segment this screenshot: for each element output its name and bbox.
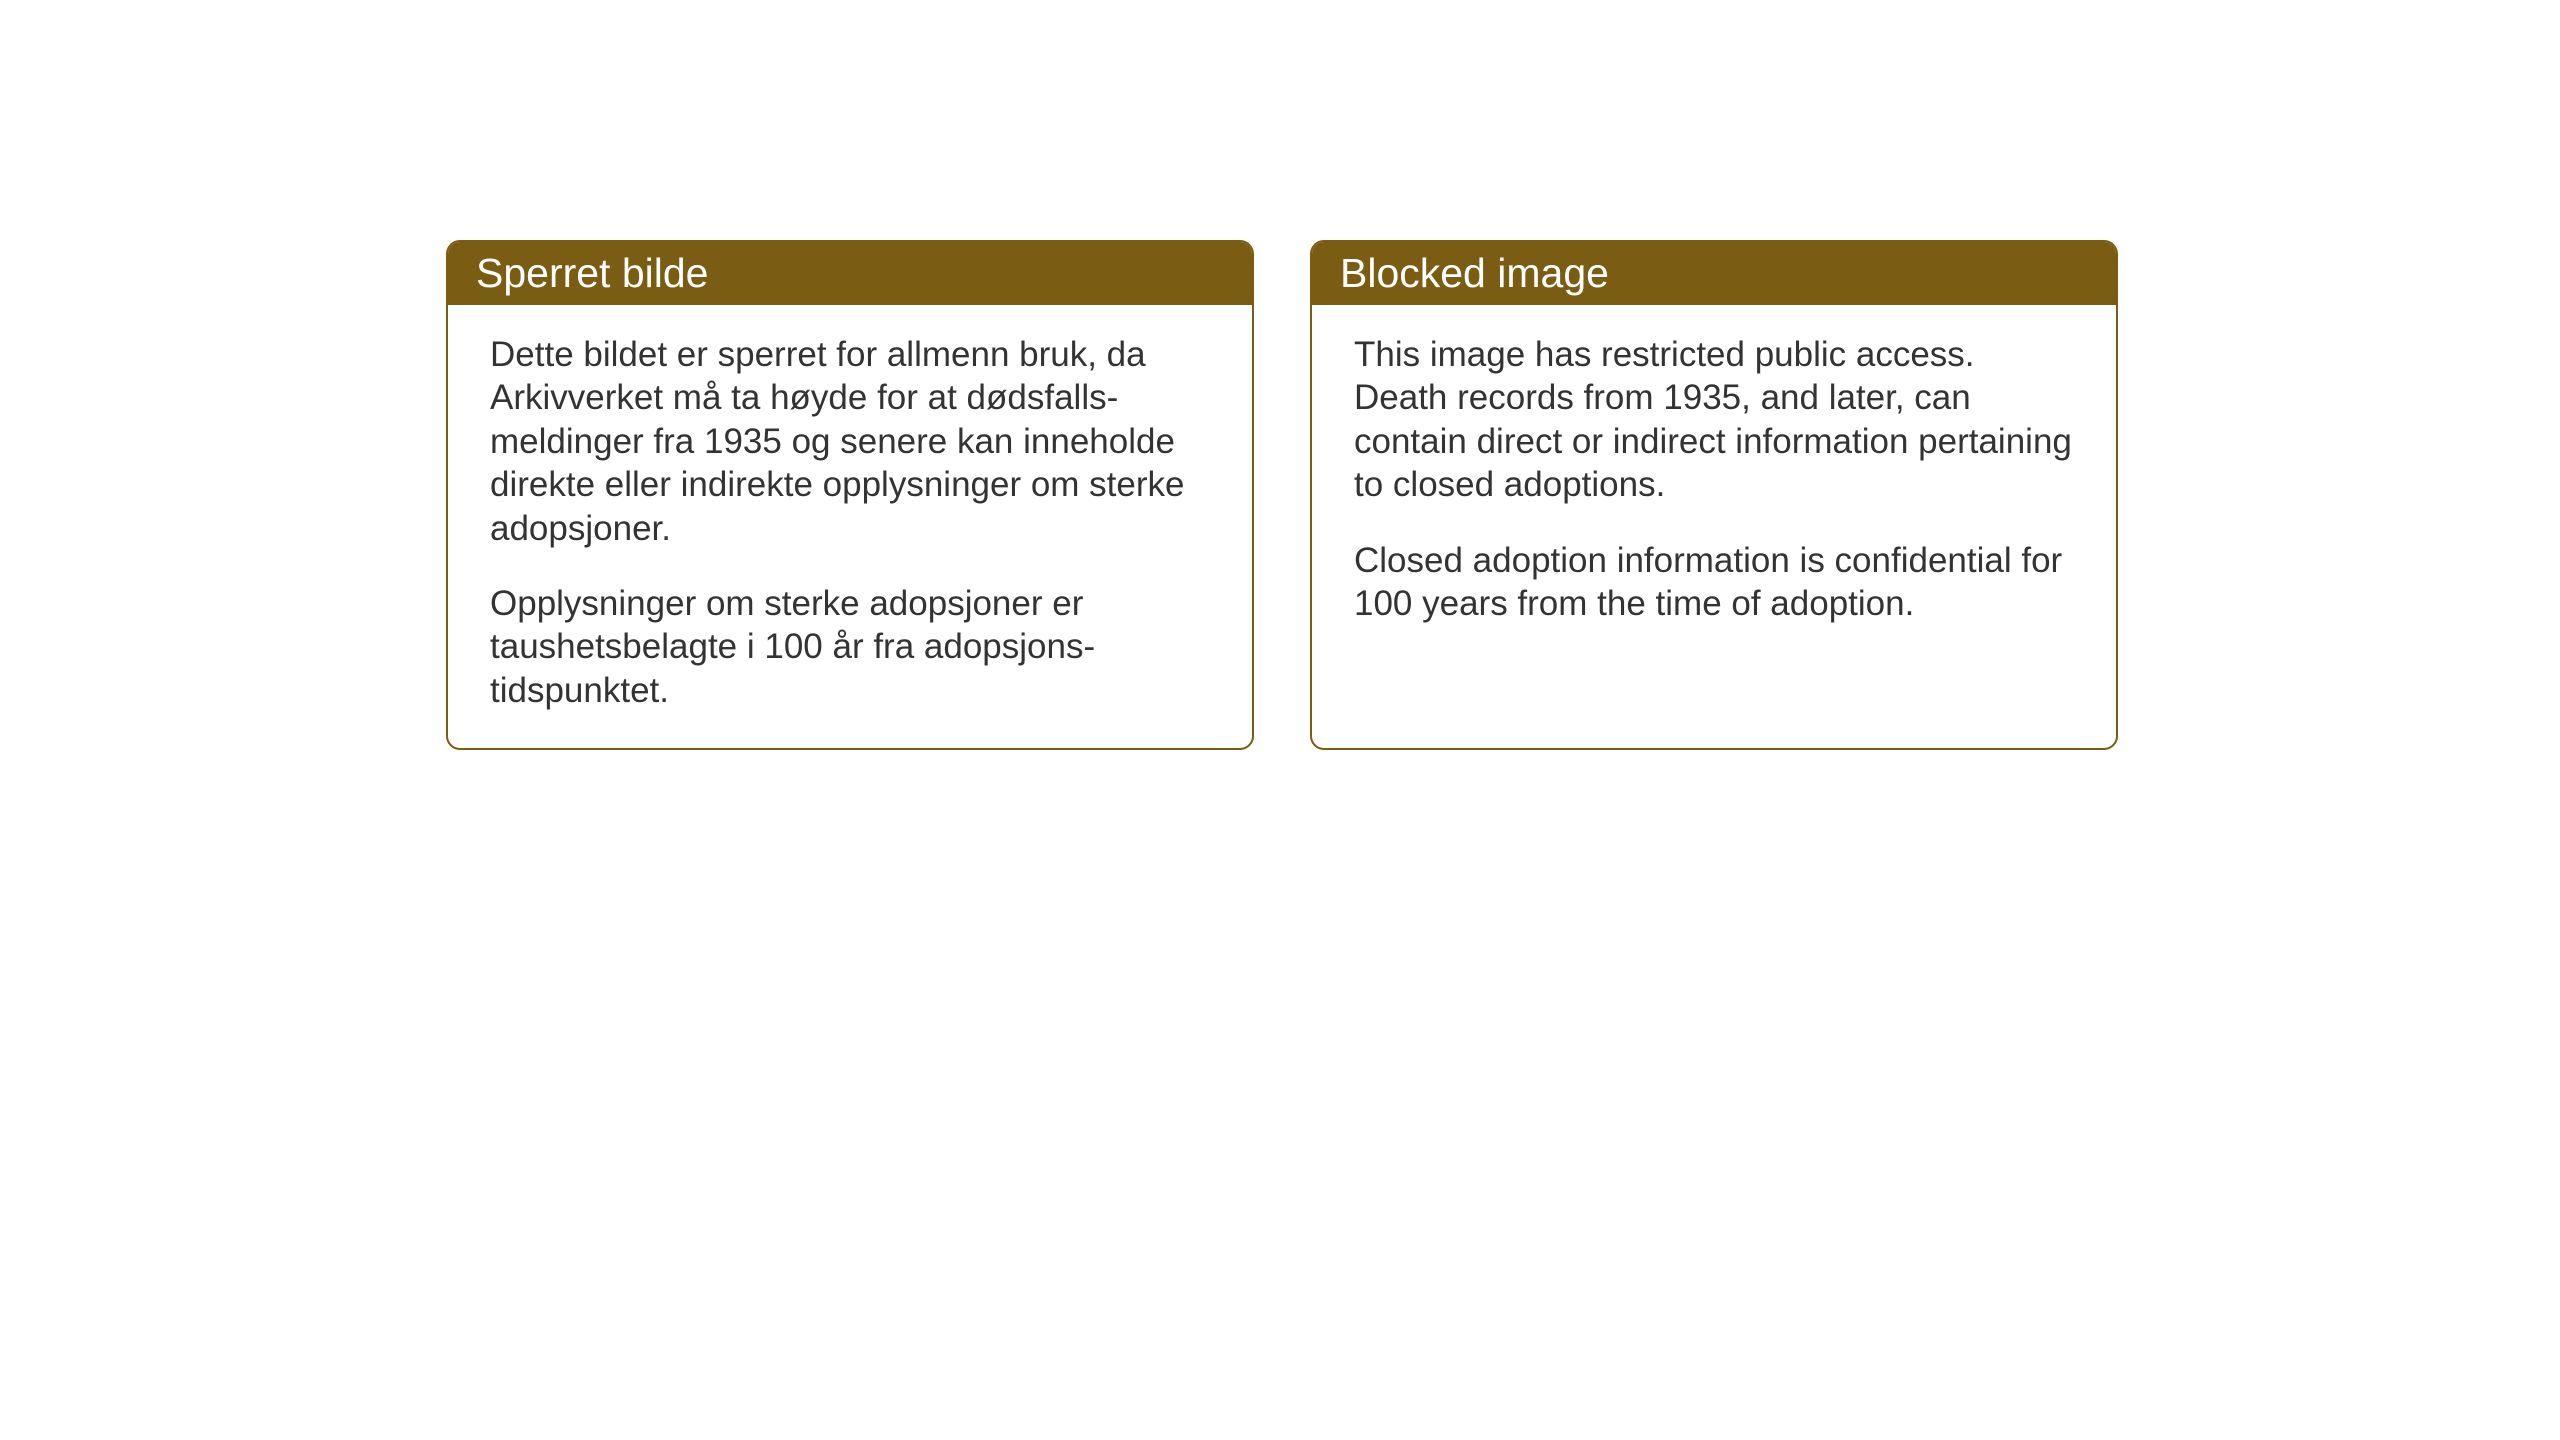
notice-header-norwegian: Sperret bilde bbox=[448, 242, 1252, 305]
notice-paragraph-1-norwegian: Dette bildet er sperret for allmenn bruk… bbox=[490, 333, 1210, 550]
notice-body-english: This image has restricted public access.… bbox=[1312, 305, 2116, 661]
notice-header-english: Blocked image bbox=[1312, 242, 2116, 305]
notice-paragraph-1-english: This image has restricted public access.… bbox=[1354, 333, 2074, 507]
notice-body-norwegian: Dette bildet er sperret for allmenn bruk… bbox=[448, 305, 1252, 748]
notice-container: Sperret bilde Dette bildet er sperret fo… bbox=[446, 240, 2118, 750]
notice-card-norwegian: Sperret bilde Dette bildet er sperret fo… bbox=[446, 240, 1254, 750]
notice-paragraph-2-norwegian: Opplysninger om sterke adopsjoner er tau… bbox=[490, 582, 1210, 712]
notice-paragraph-2-english: Closed adoption information is confident… bbox=[1354, 539, 2074, 626]
notice-card-english: Blocked image This image has restricted … bbox=[1310, 240, 2118, 750]
